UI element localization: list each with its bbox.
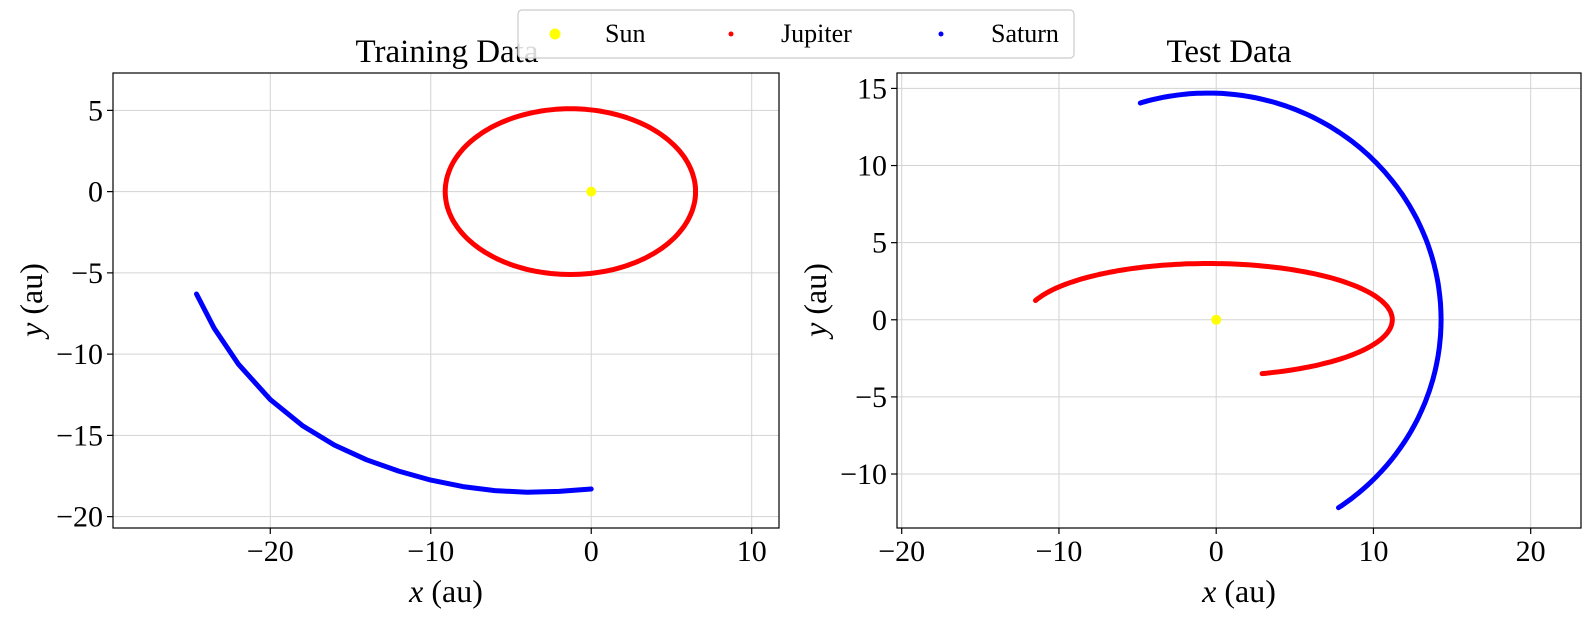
test-xtick-label: −10: [1035, 535, 1082, 568]
training-saturn-orbit: [194, 291, 594, 495]
training-ytick-label: 0: [88, 176, 103, 209]
test-xtick-label: −20: [878, 535, 925, 568]
training-xtick-label: −10: [407, 535, 454, 568]
legend-marker-saturn: [938, 31, 944, 37]
training-xtick-label: 10: [737, 535, 767, 568]
training-sun-point: [586, 186, 597, 197]
training-ytick-label: 5: [88, 94, 103, 127]
training-jupiter-orbit: [442, 106, 698, 277]
test-xtick-label: 0: [1209, 535, 1224, 568]
training-ytick-label: −20: [56, 501, 103, 534]
test-data-points: [1033, 90, 1444, 511]
training-ytick-label: −10: [56, 338, 103, 371]
training-data-panel: Training Data −20 −10 0 10 5 0 −5 −10 −15 −20 x (…: [13, 34, 780, 609]
test-ytick-label: 5: [872, 227, 887, 260]
test-grid: [897, 73, 1581, 528]
training-grid: [113, 73, 779, 528]
test-ytick-label: 15: [857, 72, 887, 105]
training-ytick-label: −5: [71, 257, 103, 290]
training-x-axis-label: x (au): [408, 573, 483, 609]
training-data-points: [194, 106, 698, 495]
training-y-axis-label: y (au): [13, 263, 49, 340]
test-x-axis-label: x (au): [1201, 573, 1276, 609]
legend: Sun Jupiter Saturn: [517, 9, 1075, 59]
test-saturn-orbit: [1137, 90, 1444, 511]
test-data-title: Test Data: [1166, 34, 1291, 70]
test-xtick-label: 10: [1358, 535, 1388, 568]
test-ytick-label: 10: [857, 150, 887, 183]
test-plot-frame: [896, 72, 1582, 529]
training-xtick-label: −20: [247, 535, 294, 568]
legend-marker-jupiter: [728, 31, 734, 37]
test-sun-point: [1211, 314, 1222, 325]
legend-box: [517, 9, 1075, 59]
training-plot-frame: [112, 72, 780, 529]
training-tick-labels: −20 −10 0 10 5 0 −5 −10 −15 −20: [56, 94, 767, 568]
test-tick-labels: −20 −10 0 10 20 15 10 5 0 −5 −10: [840, 72, 1546, 568]
legend-label-sun: Sun: [605, 19, 645, 48]
test-ytick-label: −5: [855, 381, 887, 414]
test-ytick-label: 0: [872, 304, 887, 337]
legend-label-saturn: Saturn: [991, 19, 1059, 48]
legend-marker-sun: [549, 28, 561, 40]
training-data-title: Training Data: [355, 34, 538, 70]
test-ytick-label: −10: [840, 458, 887, 491]
training-ytick-label: −15: [56, 419, 103, 452]
training-xtick-label: 0: [584, 535, 599, 568]
test-y-axis-label: y (au): [797, 263, 833, 340]
test-xtick-label: 20: [1516, 535, 1546, 568]
test-jupiter-orbit: [1033, 261, 1395, 377]
legend-label-jupiter: Jupiter: [781, 19, 852, 48]
